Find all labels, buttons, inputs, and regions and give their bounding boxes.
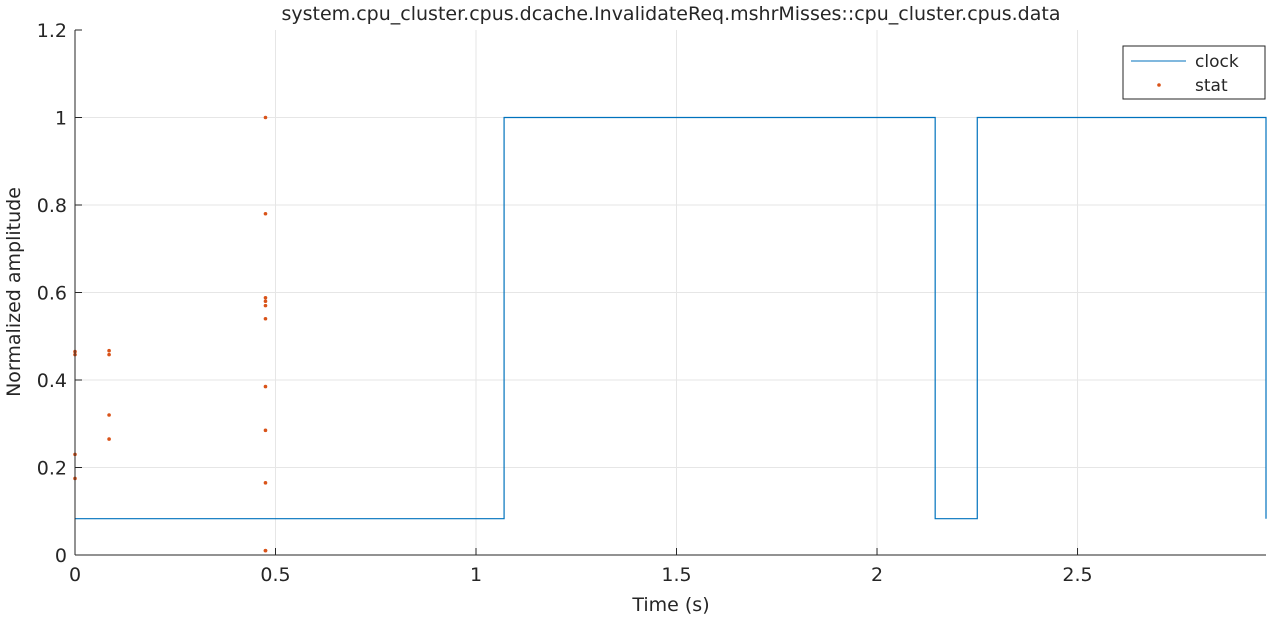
series-stat-point [263,428,268,433]
series-stat-point [263,211,268,216]
series-stat-point [107,352,111,357]
y-tick-label: 1.2 [37,20,67,42]
y-tick-label: 0.2 [37,458,67,480]
series-stat-point [263,316,268,321]
legend-clock-label: clock [1195,52,1239,72]
tick-labels: 0 0.5 1 1.5 2 2.5 0 0.2 0.4 0.6 0.8 1 1.2 [37,20,1093,586]
x-tick-label: 0.5 [260,564,290,586]
legend-box [1122,45,1266,100]
x-tick-label: 2 [871,564,883,586]
x-axis-label: Time (s) [631,594,709,616]
series-clock-line [75,116,1267,520]
chart-title: system.cpu_cluster.cpus.dcache.Invalidat… [282,3,1061,25]
x-tick-label: 1 [470,564,482,586]
legend-stat-label: stat [1195,76,1228,96]
x-tick-label: 1.5 [661,564,691,586]
series-stat-point [263,115,268,120]
series-stat-point [263,548,268,553]
series-stat-point [107,413,111,417]
series-stat-point [263,481,268,485]
series-stat-point [263,303,268,308]
y-tick-label: 1 [55,108,67,130]
series-stat-point [263,299,268,304]
y-tick-label: 0.6 [37,283,67,305]
x-tick-label: 2.5 [1062,564,1092,586]
legend: clock stat [1122,45,1266,100]
series-stat-point [107,437,111,441]
series-stat-point [263,384,268,389]
y-tick-label: 0.8 [37,195,67,217]
series-stat-point [107,348,111,353]
series-stat-point [263,295,268,300]
y-tick-label: 0 [55,545,67,567]
y-axis-label: Normalized amplitude [3,187,25,397]
x-tick-label: 0 [69,564,81,586]
legend-stat-swatch [1157,83,1161,87]
axes [74,29,1266,556]
y-tick-label: 0.4 [37,370,67,392]
